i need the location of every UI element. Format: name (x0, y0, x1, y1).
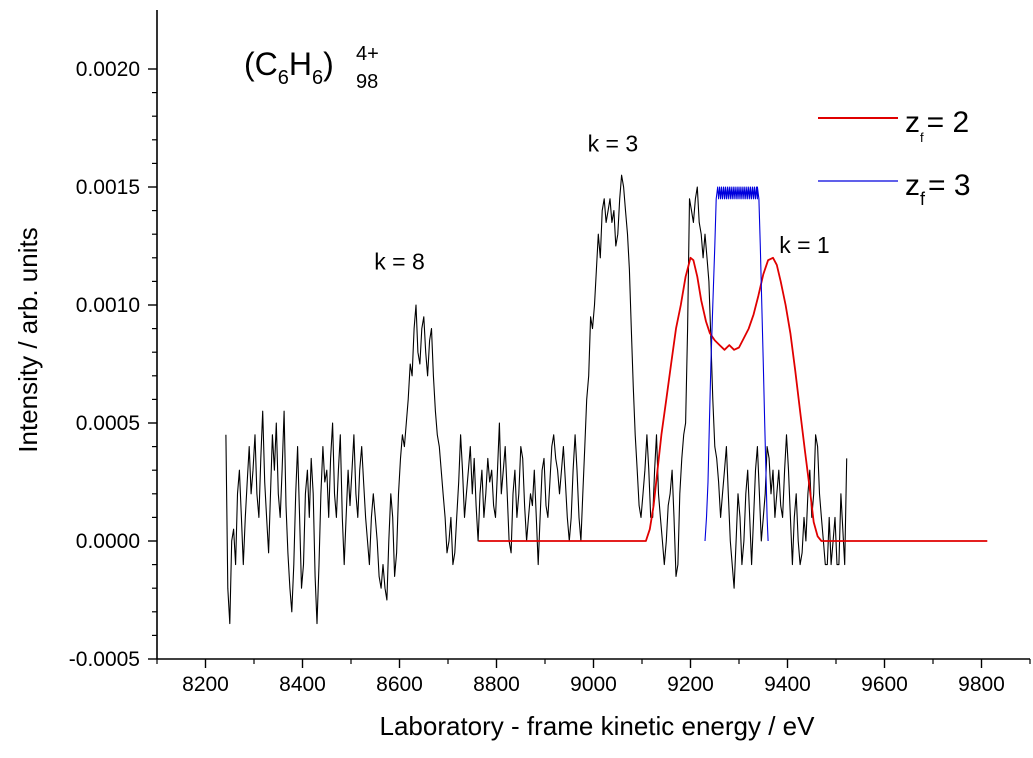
x-tick-label: 8400 (279, 673, 326, 696)
series-experiment (225, 174, 848, 625)
legend-label-red: zf = 2 (905, 106, 969, 145)
series-layer (225, 174, 988, 625)
peak-annotation: k = 8 (374, 249, 425, 275)
legend-red-prefix: z (905, 106, 920, 139)
x-tick-label: 9200 (667, 673, 714, 696)
formula-mid: H (289, 46, 312, 82)
legend-red-sub: f (920, 130, 924, 145)
legend: zf = 2 zf = 3 (818, 106, 971, 209)
x-tick-label: 9000 (570, 673, 617, 696)
x-tick-label: 8800 (473, 673, 520, 696)
legend-blue-suffix: = 3 (928, 169, 971, 202)
formula-subscript: 98 (356, 71, 378, 93)
y-tick-label: 0.0020 (76, 58, 140, 81)
formula-superscript: 4+ (356, 43, 379, 65)
y-tick-label: -0.0005 (69, 648, 140, 671)
legend-blue-prefix: z (905, 169, 920, 202)
legend-red-suffix: = 2 (927, 106, 970, 139)
legend-blue-sub: f (920, 189, 926, 209)
legend-label-blue: zf = 3 (905, 169, 971, 209)
series-zf3 (704, 186, 769, 542)
y-tick-label: 0.0005 (76, 412, 140, 435)
formula-open: (C (244, 46, 278, 82)
y-axis-title: Intensity / arb. units (13, 227, 43, 452)
formula-sub1: 6 (278, 67, 289, 89)
peak-annotation: k = 1 (779, 232, 830, 258)
peak-annotation: k = 3 (588, 131, 639, 157)
y-ticks: -0.0005 0.0000 0.0005 0.0010 0.0015 0.0020 (69, 58, 157, 671)
annotations: k = 8 k = 3 k = 1 (374, 131, 829, 275)
x-tick-label: 9400 (764, 673, 811, 696)
x-tick-label: 9600 (861, 673, 908, 696)
x-axis-title: Laboratory - frame kinetic energy / eV (380, 711, 816, 741)
y-tick-label: 0.0015 (76, 176, 140, 199)
formula-close: ) (323, 46, 334, 82)
formula-label: (C6H6) (244, 46, 334, 89)
y-tick-label: 0.0010 (76, 294, 140, 317)
x-tick-label: 8200 (182, 673, 229, 696)
x-ticks: 8200 8400 8600 8800 9000 9200 9400 9600 9800 (156, 659, 1031, 696)
formula-sub2: 6 (312, 67, 323, 89)
series-zf2 (478, 256, 988, 542)
plot-area: 8200 8400 8600 8800 9000 9200 9400 9600 9800 -0.… (69, 10, 1031, 696)
x-tick-label: 9800 (958, 673, 1005, 696)
y-tick-label: 0.0000 (76, 530, 140, 553)
x-tick-label: 8600 (376, 673, 423, 696)
